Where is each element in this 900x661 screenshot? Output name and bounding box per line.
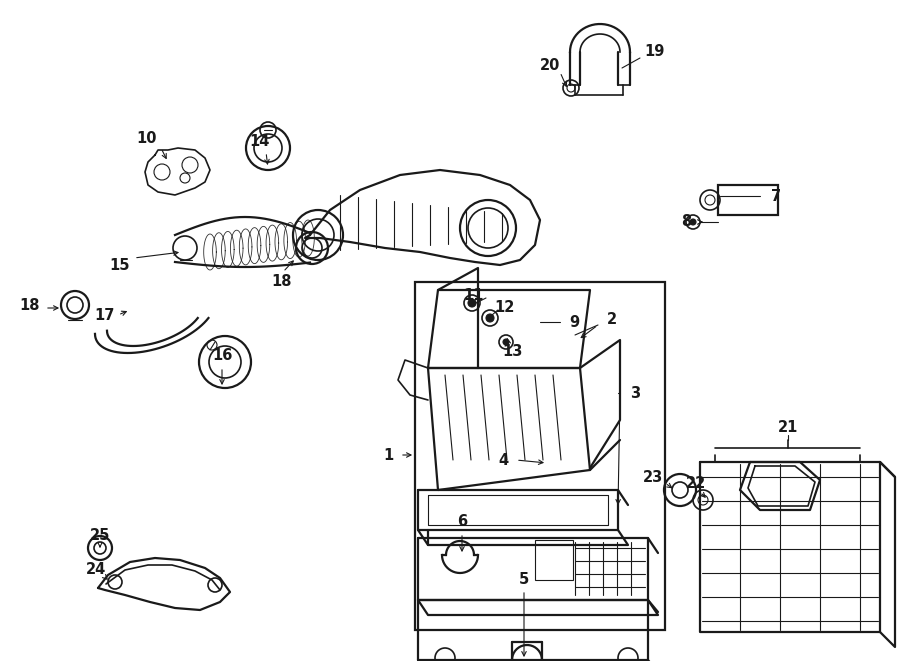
Text: 17: 17 [94,307,115,323]
Text: 6: 6 [457,514,467,529]
Circle shape [690,219,696,225]
Text: 2: 2 [607,313,617,327]
Text: 25: 25 [90,529,110,543]
Text: 23: 23 [643,471,663,485]
Text: 20: 20 [540,58,560,73]
Text: 10: 10 [137,130,157,145]
Text: 24: 24 [86,563,106,578]
Text: 12: 12 [494,301,514,315]
Text: 15: 15 [110,258,130,272]
Text: 11: 11 [464,288,484,303]
Circle shape [468,299,476,307]
Text: 18: 18 [20,297,40,313]
Text: 14: 14 [250,134,270,149]
Text: 4: 4 [498,453,508,467]
Bar [535,540,573,580]
Text: 7: 7 [771,188,781,204]
Bar [415,282,665,630]
Text: 5: 5 [519,572,529,588]
Text: 19: 19 [644,44,665,59]
Text: 9: 9 [569,315,579,329]
Text: 3: 3 [630,385,640,401]
Text: 8: 8 [681,215,691,229]
Bar [718,185,778,215]
Circle shape [503,339,509,345]
Text: 1: 1 [382,447,393,463]
Text: 16: 16 [212,348,232,364]
Text: 22: 22 [686,477,706,492]
Text: 18: 18 [272,274,292,290]
Text: 13: 13 [502,344,522,360]
Circle shape [486,314,494,322]
Text: 21: 21 [778,420,798,436]
